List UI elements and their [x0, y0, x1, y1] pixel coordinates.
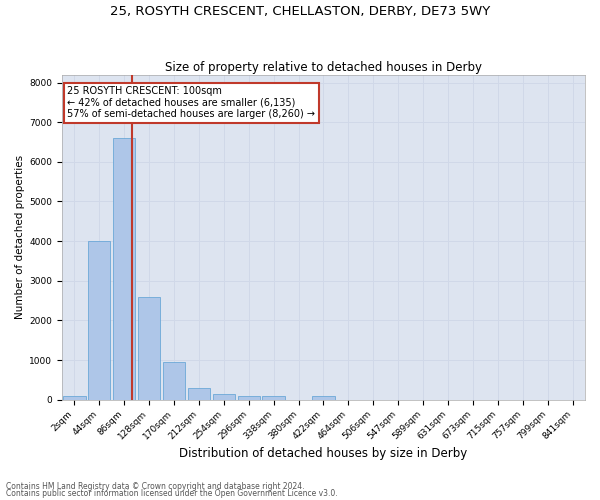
Bar: [63, 396, 86, 400]
Text: Contains HM Land Registry data © Crown copyright and database right 2024.: Contains HM Land Registry data © Crown c…: [6, 482, 305, 491]
Text: 25 ROSYTH CRESCENT: 100sqm
← 42% of detached houses are smaller (6,135)
57% of s: 25 ROSYTH CRESCENT: 100sqm ← 42% of deta…: [67, 86, 315, 119]
Bar: [262, 396, 285, 400]
Text: 25, ROSYTH CRESCENT, CHELLASTON, DERBY, DE73 5WY: 25, ROSYTH CRESCENT, CHELLASTON, DERBY, …: [110, 5, 490, 18]
Bar: [188, 388, 210, 400]
Title: Size of property relative to detached houses in Derby: Size of property relative to detached ho…: [165, 60, 482, 74]
Bar: [212, 394, 235, 400]
Bar: [163, 362, 185, 400]
Bar: [312, 396, 335, 400]
Text: Contains public sector information licensed under the Open Government Licence v3: Contains public sector information licen…: [6, 489, 338, 498]
Y-axis label: Number of detached properties: Number of detached properties: [15, 155, 25, 319]
Bar: [138, 296, 160, 400]
Bar: [238, 396, 260, 400]
Bar: [113, 138, 136, 400]
X-axis label: Distribution of detached houses by size in Derby: Distribution of detached houses by size …: [179, 447, 467, 460]
Bar: [88, 241, 110, 400]
